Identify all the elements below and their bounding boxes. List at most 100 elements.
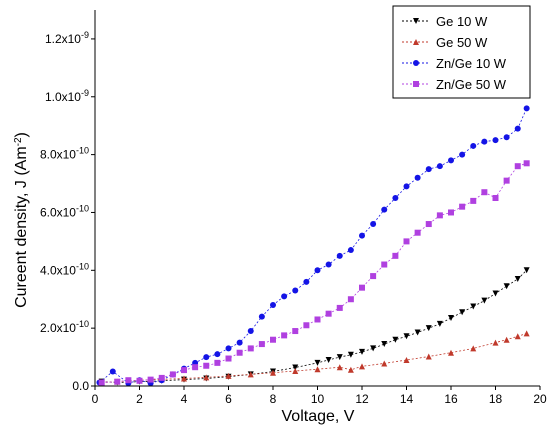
legend-label: Ge 50 W [436, 35, 488, 50]
y-tick-label-main: 2.0x10 [40, 321, 76, 335]
y-tick-label: 4.0x10-10 [40, 261, 89, 277]
data-point [523, 267, 530, 274]
data-point [448, 315, 454, 322]
data-point [381, 360, 388, 367]
data-point [359, 232, 365, 239]
x-tick-label: 4 [181, 392, 188, 406]
data-point [214, 351, 221, 358]
y-tick-label-main: 0.0 [72, 379, 89, 393]
data-point [114, 378, 121, 385]
data-point [470, 197, 477, 204]
data-point [303, 322, 310, 329]
data-point [492, 195, 499, 201]
data-point [347, 351, 354, 358]
data-point [514, 333, 521, 340]
data-point [481, 297, 488, 304]
data-point [181, 367, 187, 374]
data-point [314, 359, 321, 366]
legend-marker [413, 39, 419, 45]
y-tick-label: 1.2x10-9 [45, 30, 89, 46]
series-3 [98, 160, 530, 386]
data-point [414, 329, 421, 336]
data-point [325, 356, 332, 363]
data-point [258, 313, 265, 320]
data-point [359, 348, 365, 355]
data-point [481, 138, 488, 145]
data-point [470, 142, 477, 149]
y-tick-label-main: 6.0x10 [40, 205, 76, 219]
data-point [136, 377, 143, 384]
x-tick-label: 10 [311, 392, 325, 406]
series-2 [96, 105, 530, 387]
data-point [203, 374, 210, 381]
y-axis: 0.02.0x10-104.0x10-106.0x10-108.0x10-101… [40, 10, 96, 393]
data-point [203, 354, 210, 361]
data-point [425, 221, 432, 228]
series-0 [98, 267, 530, 386]
data-point [403, 183, 410, 190]
data-point [314, 366, 321, 373]
data-point [523, 330, 530, 337]
data-point [403, 356, 410, 363]
y-tick-label-main: 1.0x10 [45, 90, 81, 104]
series-line [101, 270, 527, 383]
y-tick-label-sup: -10 [76, 203, 89, 213]
data-point [481, 189, 488, 196]
data-point [258, 341, 265, 348]
data-point [436, 212, 443, 219]
data-point [270, 369, 276, 376]
data-point [236, 349, 243, 356]
data-point [425, 353, 432, 360]
data-point [403, 333, 410, 340]
data-point [225, 355, 232, 362]
x-tick-label: 20 [533, 392, 547, 406]
data-point [514, 163, 521, 170]
series-line [99, 108, 527, 384]
data-point [336, 364, 343, 371]
y-tick-label: 1.0x10-9 [45, 88, 89, 104]
data-point [325, 261, 332, 268]
data-point [169, 371, 176, 378]
y-tick-label-sup: -9 [81, 30, 89, 40]
data-point [381, 206, 388, 213]
data-point [147, 376, 154, 383]
data-point [203, 362, 210, 369]
y-tick-label: 6.0x10-10 [40, 203, 89, 219]
data-point [125, 377, 132, 384]
data-point [448, 349, 454, 356]
data-point [523, 105, 530, 112]
x-tick-label: 16 [444, 392, 458, 406]
data-point [370, 345, 377, 352]
data-point [459, 151, 466, 158]
y-tick-label: 8.0x10-10 [40, 146, 89, 162]
data-point [370, 273, 377, 280]
data-point [523, 160, 530, 167]
legend-label: Ge 10 W [436, 14, 488, 29]
data-point [359, 363, 365, 370]
data-point [503, 177, 510, 184]
y-tick-label: 0.0 [72, 379, 89, 393]
data-point [392, 336, 399, 343]
y-axis-label: Cureent density, J (Am-2) [13, 132, 31, 308]
data-point [314, 316, 321, 323]
data-point [314, 267, 321, 274]
data-point [225, 372, 232, 379]
data-point [281, 293, 288, 300]
data-point [292, 287, 299, 294]
data-point [403, 238, 410, 245]
x-tick-label: 18 [489, 392, 503, 406]
data-point [247, 371, 254, 378]
legend: Ge 10 W Ge 50 W Zn/Ge 10 W Zn/Ge 50 W [392, 5, 531, 99]
y-tick-label-sup: -10 [76, 319, 89, 329]
y-axis-label-tail: ) [13, 132, 30, 137]
x-tick-label: 0 [92, 392, 99, 406]
legend-marker [413, 60, 419, 66]
data-point [303, 278, 310, 285]
data-point [392, 195, 399, 201]
data-point [359, 284, 365, 291]
legend-label: Zn/Ge 50 W [436, 77, 507, 92]
x-tick-label: 6 [225, 392, 232, 406]
data-point [425, 166, 432, 173]
legend-label: Zn/Ge 10 W [436, 56, 507, 71]
